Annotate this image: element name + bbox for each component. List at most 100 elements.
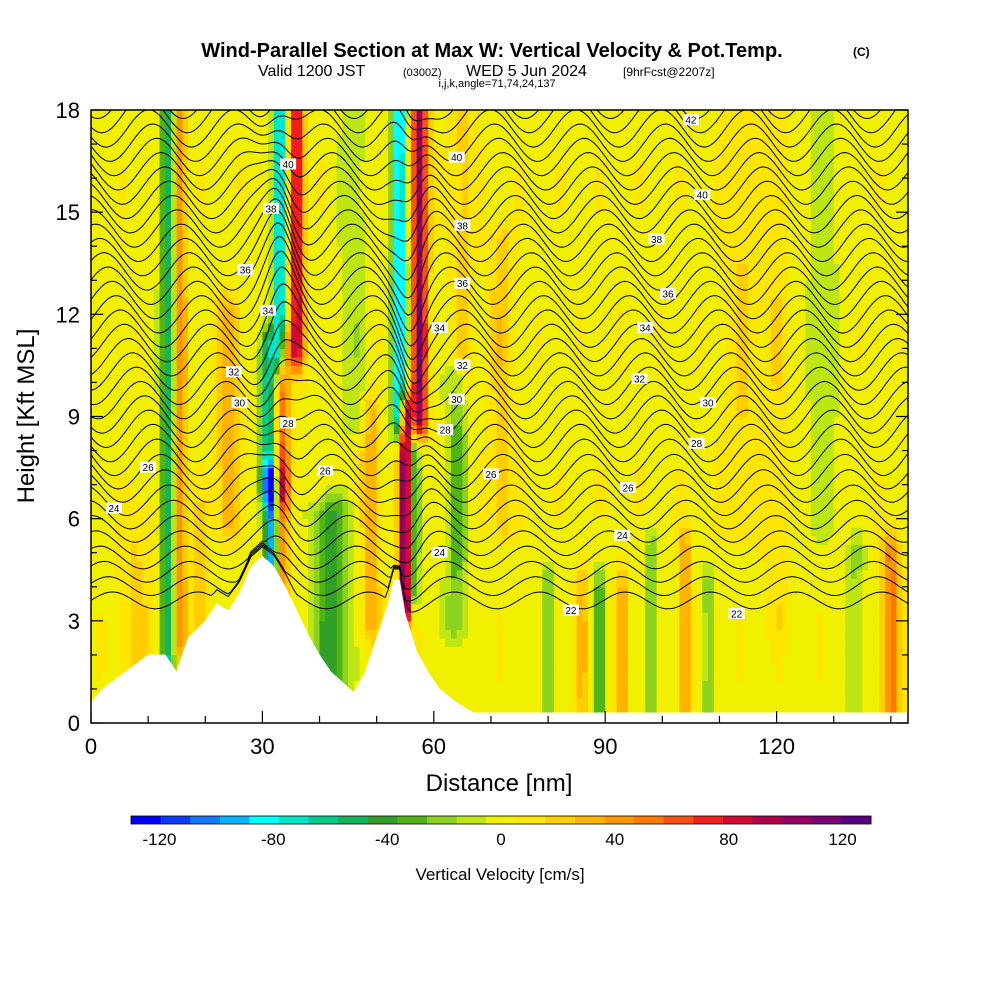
w-cell (193, 331, 201, 341)
w-cell (148, 186, 155, 196)
w-cell (296, 212, 303, 222)
w-cell (285, 544, 292, 554)
w-cell (210, 348, 218, 358)
w-cell (188, 561, 195, 571)
w-cell (205, 356, 212, 367)
w-cell (313, 169, 321, 179)
w-cell (399, 510, 406, 520)
w-cell (456, 476, 463, 486)
w-cell (205, 348, 212, 358)
w-cell (359, 365, 366, 375)
w-cell (382, 288, 389, 298)
w-cell (365, 382, 372, 392)
w-cell (228, 110, 235, 120)
w-cell (256, 212, 263, 222)
w-cell (296, 348, 303, 358)
w-cell (119, 331, 126, 341)
w-cell (130, 459, 138, 469)
w-cell (325, 646, 332, 656)
w-cell (148, 169, 155, 179)
w-cell (279, 195, 286, 205)
w-cell (319, 595, 326, 605)
w-cell (330, 612, 338, 622)
w-cell (422, 169, 429, 179)
w-cell (428, 356, 435, 367)
w-cell (302, 161, 309, 171)
w-cell (136, 425, 144, 435)
w-cell (205, 586, 212, 596)
w-cell (262, 135, 269, 145)
w-cell (422, 407, 429, 418)
w-cell (473, 229, 481, 239)
w-cell (336, 152, 343, 162)
w-cell (199, 501, 206, 511)
w-cell (136, 561, 144, 571)
w-cell (262, 373, 269, 384)
w-cell (210, 178, 218, 188)
w-cell (239, 169, 246, 179)
w-cell (108, 365, 115, 375)
w-cell (279, 263, 286, 273)
w-cell (456, 595, 463, 605)
w-cell (136, 169, 144, 179)
w-cell (199, 586, 206, 596)
w-cell (325, 144, 332, 154)
w-cell (205, 552, 212, 562)
w-cell (485, 620, 492, 630)
w-cell (188, 578, 195, 588)
w-cell (336, 118, 343, 128)
w-cell (399, 127, 406, 137)
w-cell (382, 144, 389, 154)
w-cell (353, 654, 361, 664)
w-cell (130, 297, 138, 307)
w-cell (330, 118, 338, 128)
w-cell (102, 314, 109, 324)
w-cell (159, 373, 166, 384)
w-cell (308, 382, 315, 392)
w-cell (456, 271, 463, 281)
w-cell (353, 416, 361, 426)
w-cell (268, 263, 275, 273)
w-cell (388, 450, 395, 460)
w-cell (268, 229, 275, 239)
w-cell (359, 654, 366, 664)
w-cell (479, 433, 486, 443)
w-cell (382, 271, 389, 281)
w-cell (205, 382, 212, 392)
w-cell (250, 237, 258, 247)
w-cell (239, 510, 246, 520)
w-cell (228, 135, 235, 145)
w-cell (176, 527, 184, 537)
w-cell (376, 552, 383, 562)
w-cell (182, 373, 189, 384)
w-cell (313, 280, 321, 290)
w-cell (165, 629, 172, 639)
w-cell (210, 220, 218, 230)
w-cell (308, 510, 315, 520)
w-cell (228, 297, 235, 307)
w-cell (433, 561, 441, 571)
w-cell (119, 535, 126, 545)
w-cell (325, 152, 332, 162)
w-cell (302, 271, 309, 281)
w-cell (433, 578, 441, 588)
w-cell (222, 578, 229, 588)
w-cell (102, 331, 109, 341)
w-cell (176, 186, 184, 196)
w-cell (142, 450, 149, 460)
w-cell (233, 297, 241, 307)
w-cell (245, 127, 252, 137)
w-cell (130, 178, 138, 188)
w-cell (125, 237, 132, 247)
w-cell (365, 552, 372, 562)
w-cell (319, 646, 326, 656)
w-cell (428, 305, 435, 315)
w-cell (233, 280, 241, 290)
w-cell (433, 331, 441, 341)
w-cell (325, 620, 332, 630)
w-cell (359, 527, 366, 537)
w-cell (479, 637, 486, 647)
w-cell (336, 186, 343, 196)
w-cell (285, 288, 292, 298)
w-cell (325, 569, 332, 579)
